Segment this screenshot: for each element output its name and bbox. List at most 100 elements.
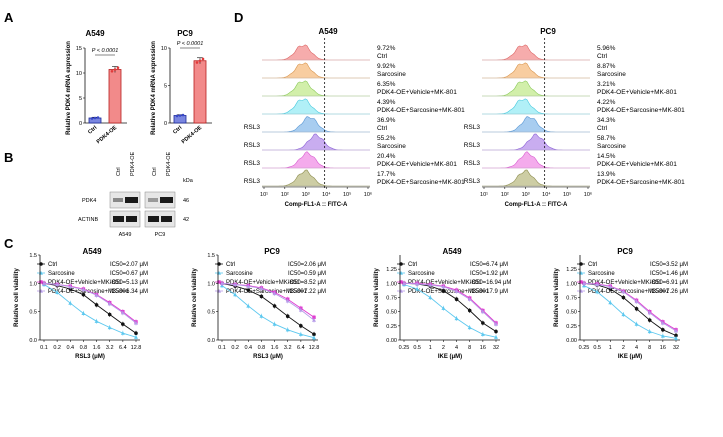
y-tick-label: 0.00 bbox=[566, 338, 577, 344]
x-tick-label: 8 bbox=[648, 345, 651, 351]
curve-title: A549 bbox=[442, 247, 462, 256]
legend-label: PDK4-OE+Sarcosine+MK-801 bbox=[588, 289, 670, 295]
rsl3-label: RSL3 bbox=[464, 124, 481, 131]
data-point bbox=[299, 324, 303, 328]
y-tick-label: 0.25 bbox=[386, 324, 397, 330]
y-tick-label: 0.75 bbox=[386, 296, 397, 302]
data-point bbox=[259, 294, 264, 299]
kda-header: kDa bbox=[183, 178, 194, 184]
curve-ylabel: Relative cell viability bbox=[374, 267, 380, 326]
hist-percent-8: 17.7% bbox=[377, 171, 396, 178]
histogram-5 bbox=[482, 116, 590, 133]
series-line-1 bbox=[43, 282, 137, 334]
blot-row-actinb: ACTINB bbox=[78, 217, 99, 223]
rsl3-label: RSL3 bbox=[464, 142, 481, 149]
data-point bbox=[621, 289, 626, 294]
data-point bbox=[178, 114, 182, 117]
legend-marker bbox=[579, 280, 583, 284]
data-point bbox=[441, 284, 446, 289]
band bbox=[126, 216, 137, 222]
ic50-value: IC50=7.26 μM bbox=[650, 289, 688, 295]
x-tick-label: 0.4 bbox=[244, 345, 252, 351]
data-point bbox=[402, 281, 406, 285]
histogram-1 bbox=[482, 44, 590, 61]
data-point bbox=[621, 312, 626, 317]
data-point bbox=[660, 334, 665, 338]
lane-label-3: Ctrl bbox=[152, 167, 158, 176]
series-line-2 bbox=[583, 285, 677, 339]
rsl3-label: RSL3 bbox=[244, 124, 261, 131]
series-line-3 bbox=[583, 282, 677, 331]
series-line-3 bbox=[404, 282, 497, 324]
x-tick-label: 32 bbox=[493, 345, 499, 351]
lane-label-4: PDK4-OE bbox=[166, 152, 172, 176]
ic50-value: IC50=17.9 μM bbox=[470, 289, 508, 295]
hist-percent-1: 9.72% bbox=[377, 45, 396, 52]
x-tick-label: 10⁴ bbox=[542, 191, 551, 198]
ic50-value: IC50=1.92 μM bbox=[470, 271, 508, 277]
data-point bbox=[272, 304, 277, 308]
bar-ylabel-a549: Relative PDK4 mRNA expression bbox=[66, 41, 72, 135]
data-point bbox=[595, 289, 600, 294]
hist-label-8: PDK4-OE+Sarcosine+MK-801 bbox=[377, 179, 465, 186]
hist-label-5: Ctrl bbox=[597, 125, 608, 132]
x-tick-label: 1 bbox=[609, 345, 612, 351]
histogram-1 bbox=[262, 44, 370, 61]
data-point bbox=[494, 335, 498, 339]
hist-percent-1: 5.96% bbox=[597, 45, 616, 52]
ic50-value: IC50=1.46 μM bbox=[650, 271, 688, 277]
western-blot: Ctrl PDK4-OE Ctrl PDK4-OE kDa PDK4 ACTIN… bbox=[78, 152, 194, 238]
data-point bbox=[480, 332, 485, 336]
panel-label-a: A bbox=[4, 10, 14, 25]
hist-label-2: Sarcosine bbox=[377, 71, 406, 78]
curve-xlabel: RSL3 (μM) bbox=[75, 354, 105, 360]
x-tick-label: 0.5 bbox=[593, 345, 601, 351]
legend-label: Sarcosine bbox=[48, 271, 75, 277]
x-tick-label: 10³ bbox=[302, 192, 310, 198]
x-tick-label: 6.4 bbox=[297, 345, 305, 351]
histogram-6 bbox=[262, 133, 370, 151]
legend-marker bbox=[217, 280, 221, 284]
data-point bbox=[285, 327, 290, 332]
data-point bbox=[674, 336, 678, 340]
dose-curve-a549-rsl3: A549 Ctrl IC50=2.07 μM Sarcosine IC50=0.67 μ… bbox=[14, 247, 148, 360]
hist-percent-2: 9.92% bbox=[377, 63, 396, 70]
hist-percent-3: 3.21% bbox=[597, 81, 616, 88]
data-point bbox=[415, 281, 420, 286]
data-point bbox=[94, 303, 99, 307]
data-point bbox=[259, 314, 264, 318]
ic50-value: IC50=0.59 μM bbox=[288, 271, 326, 277]
flow-histograms-a549: A5499.72%Ctrl9.92%Sarcosine6.35%PDK4-OE+… bbox=[244, 27, 465, 208]
rsl3-label: RSL3 bbox=[244, 178, 261, 185]
x-tick-label: 10³ bbox=[522, 192, 530, 198]
data-point bbox=[441, 288, 446, 293]
x-tick-label: 10⁵ bbox=[343, 191, 351, 198]
data-point bbox=[634, 322, 639, 326]
x-tick-label: 0.1 bbox=[40, 345, 48, 351]
hist-label-7: PDK4-OE+Vehicle+MK-801 bbox=[377, 161, 457, 168]
x-tick-label: 0.25 bbox=[579, 345, 590, 351]
xtick-ctrl-pc9: Ctrl bbox=[172, 125, 183, 136]
y-tick-label: 0.50 bbox=[566, 310, 577, 316]
hist-percent-5: 36.9% bbox=[377, 117, 396, 124]
y-tick-label: 0.0 bbox=[29, 338, 37, 344]
data-point bbox=[441, 306, 446, 310]
pvalue-pc9: P < 0.0001 bbox=[177, 41, 204, 47]
xtick-pdk4oe-a549: PDK4-OE bbox=[96, 125, 119, 146]
data-point bbox=[298, 332, 303, 336]
bar-pdk4-oe bbox=[108, 69, 122, 124]
blot-cell-pc9: PC9 bbox=[155, 232, 166, 238]
y-tick-label: 1.25 bbox=[566, 267, 577, 273]
legend-label: Ctrl bbox=[48, 262, 57, 268]
bar-title-pc9: PC9 bbox=[177, 29, 193, 38]
series-line-2 bbox=[221, 285, 315, 339]
y-tick-label: 0 bbox=[164, 121, 167, 127]
histogram-2 bbox=[482, 62, 590, 79]
data-point bbox=[415, 287, 420, 291]
hist-percent-6: 55.2% bbox=[377, 135, 396, 142]
hist-title: A549 bbox=[318, 27, 338, 36]
legend-label: PDK4-OE+Sarcosine+MK-801 bbox=[408, 289, 490, 295]
x-tick-label: 3.2 bbox=[106, 345, 114, 351]
data-point bbox=[454, 316, 459, 321]
